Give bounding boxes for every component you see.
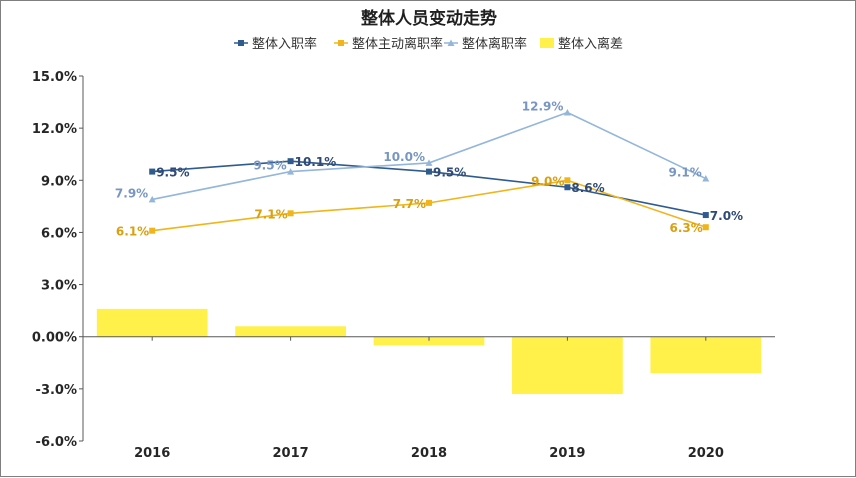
data-label: 9.5% [253,159,286,173]
bar-2018 [373,336,485,346]
data-label: 9.5% [433,166,466,180]
data-label: 9.5% [156,166,189,180]
chart-title: 整体人员变动走势 [361,8,497,29]
data-point [563,109,571,116]
data-label: 7.1% [254,207,287,221]
data-point [564,177,571,184]
data-point [564,184,571,191]
legend-swatch-marker [238,40,244,46]
data-point [425,159,433,166]
y-tick-label: -6.0% [36,435,77,450]
legend-label: 整体入离差 [558,36,623,52]
legend-item-1[interactable]: 整体入职率 [234,36,317,52]
data-point [426,168,432,175]
data-label: 7.9% [115,186,148,200]
data-label: 6.1% [116,225,149,239]
legend-label: 整体主动离职率 [352,36,443,52]
y-tick-label: 6.0% [41,226,77,241]
data-label: 6.3% [670,221,703,235]
bar-2020 [650,336,762,374]
y-tick-label: 12.0% [32,122,77,137]
legend: 整体入职率 整体主动离职率 整体离职率 整体入离差 [234,36,623,52]
data-point [149,168,156,175]
axes: 15.0% 12.0% 9.0% 6.0% 3.0% 0.00% -3.0% -6.0% 201… [32,70,775,461]
data-label: 8.6% [571,181,604,195]
data-point [426,199,432,206]
line-series [148,109,710,234]
y-tick-label: -3.0% [36,383,77,398]
data-label: 10.1% [295,155,337,169]
bar-2019 [512,336,623,395]
legend-label: 整体入职率 [252,36,317,52]
data-label: 9.0% [531,174,564,188]
y-tick-label: 9.0% [41,174,77,189]
data-point [702,224,709,231]
data-label: 10.0% [383,150,425,164]
legend-item-2[interactable]: 整体主动离职率 [334,36,443,52]
data-point [148,195,156,203]
data-point [702,175,710,182]
legend-swatch-bar [540,38,554,48]
data-point [287,210,294,217]
legend-swatch-marker [338,40,344,46]
x-tick-label: 2017 [273,446,309,461]
x-tick-label: 2018 [411,446,447,461]
data-label: 7.0% [710,209,743,223]
bar-2017 [235,326,346,337]
bar-2016 [96,308,208,337]
data-label: 9.1% [669,166,702,180]
x-tick-label: 2016 [134,446,170,461]
data-point [287,168,295,175]
legend-item-3[interactable]: 整体离职率 [444,36,527,52]
line-series-3 [152,111,707,201]
data-label: 12.9% [522,100,564,114]
data-label: 7.7% [393,197,426,211]
y-tick-label: 0.00% [32,331,77,346]
data-point [702,212,709,219]
data-point [149,227,156,234]
x-tick-label: 2019 [549,446,585,461]
bar-series [96,308,762,395]
y-tick-label: 3.0% [41,279,77,294]
legend-label: 整体离职率 [462,36,527,52]
legend-swatch-marker [447,39,455,46]
x-tick-label: 2020 [688,446,724,461]
legend-item-4[interactable]: 整体入离差 [540,36,623,52]
data-labels: 9.5% 10.1% 9.5% 8.6% 7.0% 6.1% 7.1% 7.7% 9.0% 6.3… [115,100,743,239]
data-point [287,158,294,165]
y-tick-label: 15.0% [32,70,77,85]
